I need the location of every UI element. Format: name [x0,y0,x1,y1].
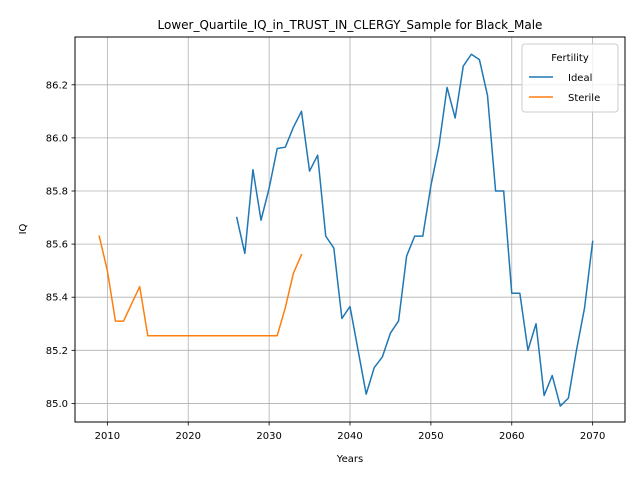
legend-box [521,43,619,113]
y-tick-label: 85.2 [46,346,68,357]
x-tick-label: 2040 [337,431,362,442]
x-tick-label: 2020 [176,431,201,442]
grid-lines [75,37,625,422]
legend-title: Fertility [551,53,589,64]
x-tick-label: 2010 [95,431,120,442]
x-tick-label: 2030 [256,431,281,442]
data-series [98,53,594,407]
y-tick-label: 85.4 [46,293,68,304]
y-axis-label: IQ [18,223,29,234]
chart-title: Lower_Quartile_IQ_in_TRUST_IN_CLERGY_Sam… [158,18,543,32]
axis-ticks: 2010 2020 2030 2040 2050 2060 2070 85.0 85.2 85.4… [46,80,606,442]
x-tick-label: 2050 [418,431,443,442]
y-tick-label: 85.0 [46,399,68,410]
legend-label-ideal: Ideal [568,73,592,84]
y-tick-label: 85.8 [46,187,68,198]
x-tick-label: 2060 [499,431,524,442]
x-tick-label: 2070 [580,431,605,442]
x-axis-label: Years [336,454,363,465]
legend-label-sterile: Sterile [568,93,600,104]
y-tick-label: 85.6 [46,240,68,251]
y-tick-label: 86.0 [46,133,68,144]
series-line-sterile [98,235,303,337]
legend: Fertility Ideal Sterile [521,43,619,113]
series-line-ideal [235,53,594,407]
y-tick-label: 86.2 [46,80,68,91]
